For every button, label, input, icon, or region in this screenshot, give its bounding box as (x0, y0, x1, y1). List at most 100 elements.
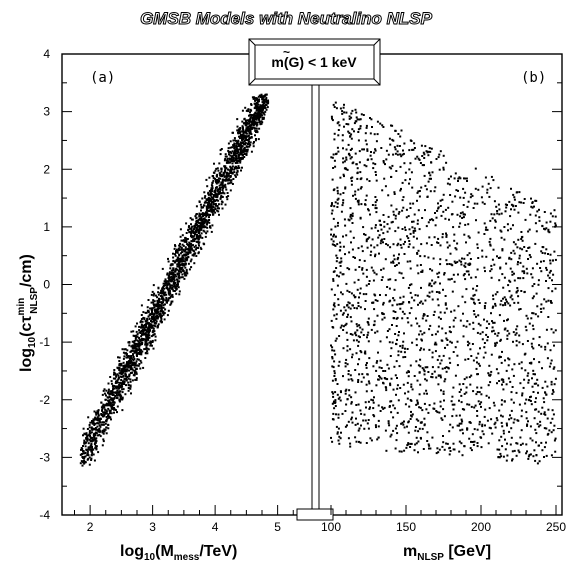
data-point-a (125, 384, 127, 387)
data-point-b (508, 200, 511, 203)
data-point-a (101, 405, 104, 408)
data-point-a (90, 449, 93, 452)
data-point-a (95, 445, 98, 448)
data-point-a (217, 193, 220, 195)
data-point-b (495, 341, 498, 344)
data-point-b (431, 298, 434, 301)
data-point-a (175, 292, 178, 295)
data-point-a (83, 457, 86, 460)
data-point-b (335, 337, 338, 340)
data-point-b (538, 344, 541, 347)
data-point-a (250, 114, 253, 116)
data-point-a (150, 341, 153, 343)
data-point-a (134, 347, 137, 350)
data-point-b (461, 454, 464, 457)
data-point-a (191, 240, 194, 243)
data-point-b (409, 202, 412, 205)
data-point-a (102, 432, 105, 435)
data-point-b (445, 161, 448, 164)
data-point-b (522, 277, 525, 280)
data-point-a (205, 178, 208, 181)
data-point-b (422, 368, 425, 371)
data-point-b (457, 189, 459, 192)
data-point-b (341, 139, 344, 142)
data-point-b (490, 268, 493, 271)
data-point-b (437, 202, 439, 205)
data-point-b (344, 324, 347, 327)
data-point-b (525, 267, 528, 270)
data-point-b (520, 429, 523, 432)
data-point-a (198, 201, 201, 203)
data-point-a (161, 296, 164, 299)
data-point-a (122, 371, 125, 374)
data-point-b (336, 284, 339, 287)
data-point-b (367, 340, 370, 343)
data-point-b (554, 222, 557, 225)
data-point-b (510, 251, 513, 254)
data-point-b (349, 333, 352, 335)
data-point-b (354, 108, 357, 111)
data-point-b (491, 432, 494, 435)
data-point-b (373, 415, 376, 418)
data-point-b (497, 257, 500, 259)
data-point-a (98, 428, 101, 430)
data-point-b (499, 356, 502, 358)
data-point-b (544, 380, 547, 383)
data-point-b (417, 364, 420, 367)
data-point-a (97, 410, 100, 413)
data-point-a (215, 181, 218, 184)
data-point-b (433, 402, 436, 405)
data-point-b (488, 407, 491, 410)
data-point-a (246, 148, 249, 151)
data-point-b (377, 436, 380, 439)
data-point-a (160, 301, 163, 304)
data-point-a (261, 117, 264, 120)
data-point-b (484, 302, 487, 305)
data-point-b (381, 189, 384, 192)
data-point-a (249, 129, 252, 132)
data-point-b (454, 374, 457, 377)
data-point-b (348, 268, 351, 271)
data-point-b (448, 244, 451, 247)
data-point-b (421, 367, 424, 370)
data-point-b (376, 133, 379, 136)
data-point-b (463, 392, 466, 395)
data-point-b (386, 244, 389, 247)
data-point-a (118, 369, 121, 371)
data-point-b (526, 340, 529, 342)
data-point-b (420, 286, 422, 289)
data-point-b (473, 302, 476, 305)
data-point-b (549, 212, 552, 215)
data-point-b (525, 398, 528, 401)
data-point-b (511, 270, 514, 273)
data-point-a (114, 386, 117, 388)
data-point-b (515, 291, 518, 294)
data-point-a (203, 243, 206, 246)
data-point-a (244, 130, 247, 133)
data-point-b (507, 377, 510, 380)
data-point-b (497, 456, 500, 458)
data-point-b (357, 335, 360, 338)
data-point-b (544, 228, 547, 231)
data-point-a (215, 196, 218, 198)
data-point-b (462, 204, 465, 206)
data-point-b (417, 249, 420, 252)
data-point-a (265, 101, 268, 104)
data-point-a (124, 372, 127, 375)
data-point-a (220, 192, 223, 195)
data-point-b (350, 180, 353, 182)
data-point-b (490, 370, 493, 373)
data-point-b (529, 425, 532, 428)
data-point-b (434, 333, 437, 336)
data-point-a (184, 249, 187, 252)
data-point-a (205, 232, 208, 235)
data-point-b (462, 324, 465, 327)
data-point-b (542, 307, 545, 310)
data-point-b (409, 178, 411, 181)
data-point-a (220, 167, 223, 170)
data-point-b (334, 379, 337, 382)
data-point-a (153, 319, 155, 322)
data-point-b (475, 219, 477, 222)
data-point-b (422, 314, 425, 317)
data-point-b (339, 107, 342, 110)
